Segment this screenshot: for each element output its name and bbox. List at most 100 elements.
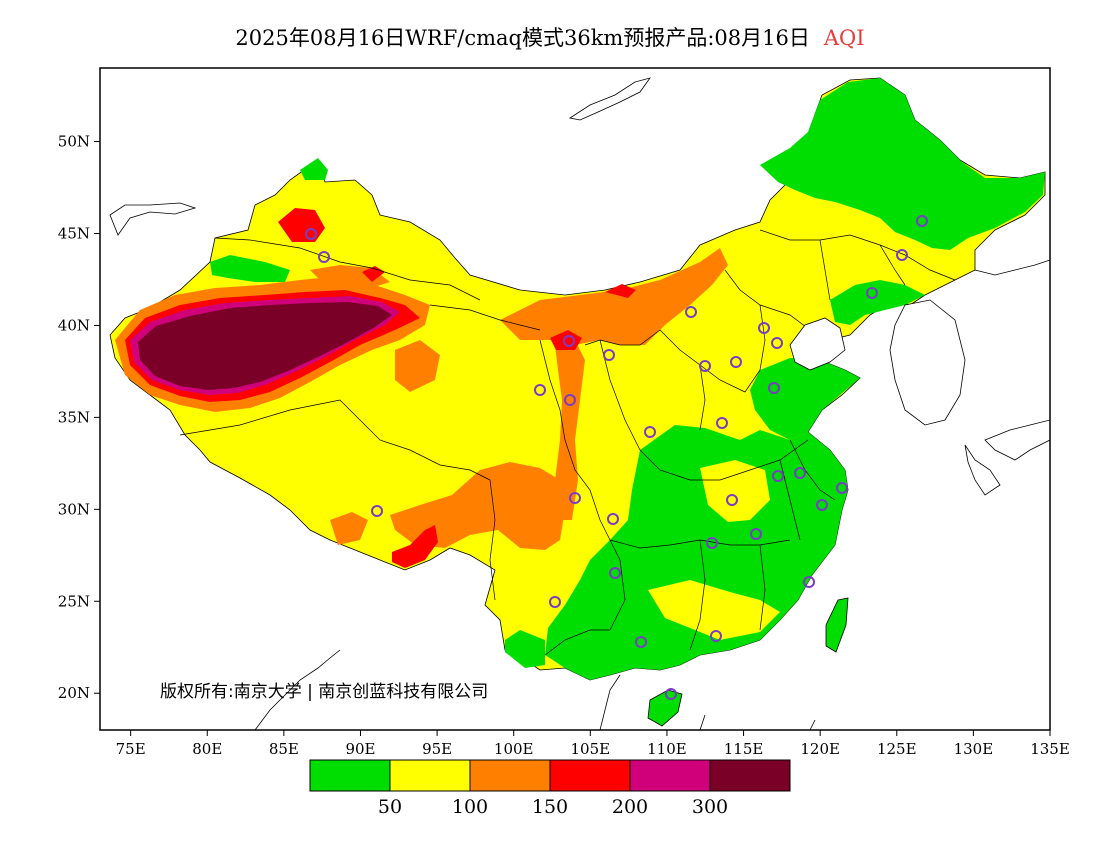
maroon-tarim [138, 302, 392, 390]
station-marker [896, 249, 908, 261]
station-marker [750, 528, 762, 540]
station-marker [371, 505, 383, 517]
legend-swatch [549, 759, 631, 792]
legend-swatch [389, 759, 471, 792]
green-liaoning [830, 280, 925, 325]
orange-inner-mongolia [500, 248, 728, 345]
lake-baikal [568, 77, 651, 121]
title-variable: AQI [823, 26, 865, 50]
red-tibet-south [392, 525, 438, 568]
station-marker [609, 567, 621, 579]
station-marker [534, 384, 546, 396]
station-marker [665, 688, 677, 700]
station-marker [866, 287, 878, 299]
green-northeast [760, 78, 1045, 250]
lon-tick-label: 90E [345, 740, 375, 758]
latitude-axis: 20N 25N 30N 35N 40N 45N 50N [58, 133, 100, 702]
green-yunnan [505, 630, 545, 668]
station-marker [569, 492, 581, 504]
station-marker [803, 576, 815, 588]
station-marker [644, 426, 656, 438]
lon-tick-label: 130E [954, 740, 994, 758]
lat-tick-label: 25N [58, 592, 90, 610]
province-borders [179, 229, 956, 656]
station-marker [706, 537, 718, 549]
station-marker [758, 322, 770, 334]
station-marker [549, 596, 561, 608]
station-markers [305, 215, 928, 700]
orange-tibet-central [395, 340, 440, 392]
japan-kyushu [964, 444, 1001, 496]
orange-tibet-south [330, 512, 368, 545]
station-marker [916, 215, 928, 227]
legend-label: 200 [612, 796, 648, 818]
lat-tick-label: 20N [58, 684, 90, 702]
title-main: 2025年08月16日WRF/cmaq模式36km预报产品:08月16日 [235, 26, 810, 50]
lon-tick-label: 80E [192, 740, 222, 758]
station-marker [771, 337, 783, 349]
lat-tick-label: 45N [58, 225, 90, 243]
legend-swatch [629, 759, 711, 792]
station-marker [318, 251, 330, 263]
legend-label: 300 [692, 796, 728, 818]
station-marker [710, 630, 722, 642]
lon-tick-label: 95E [422, 740, 452, 758]
lon-tick-label: 120E [800, 740, 840, 758]
station-marker [699, 360, 711, 372]
station-marker [716, 417, 728, 429]
lon-tick-label: 100E [494, 740, 534, 758]
lon-tick-label: 125E [877, 740, 917, 758]
legend-label: 150 [532, 796, 568, 818]
lon-tick-label: 135E [1030, 740, 1070, 758]
station-marker [635, 636, 647, 648]
red-ningxia [550, 330, 582, 350]
taiwan-island [825, 597, 849, 653]
legend-swatch [309, 759, 391, 792]
longitude-axis: 75E 80E 85E 90E 95E 100E 105E 110E 115E 120E 125E 1… [116, 730, 1070, 758]
lon-tick-label: 75E [116, 740, 146, 758]
indochina-coast [599, 674, 816, 730]
red-xinjiang-north [278, 208, 325, 242]
map-frame [99, 67, 1051, 731]
bay-of-bengal-coast [254, 649, 341, 730]
station-marker [726, 494, 738, 506]
station-marker [794, 467, 806, 479]
legend-swatch [709, 759, 791, 792]
legend-label: 50 [378, 796, 402, 818]
station-marker [563, 335, 575, 347]
legend-swatch [469, 759, 551, 792]
station-marker [730, 356, 742, 368]
map-title: 2025年08月16日WRF/cmaq模式36km预报产品:08月16日 AQI [0, 22, 1100, 52]
aqi-legend: 50 100 150 200 300 [309, 759, 791, 818]
bohai-sea [789, 317, 846, 371]
copyright-text: 版权所有:南京大学 | 南京创蓝科技有限公司 [160, 682, 488, 702]
green-xinjiang-north [210, 255, 290, 282]
station-marker [607, 513, 619, 525]
green-shandong [750, 358, 860, 440]
station-marker [816, 499, 828, 511]
japan-honshu [984, 419, 1050, 461]
lat-tick-label: 40N [58, 316, 90, 334]
lon-tick-label: 85E [269, 740, 299, 758]
yellow-patch-hunan [700, 460, 770, 522]
lon-tick-label: 115E [724, 740, 764, 758]
station-marker [772, 470, 784, 482]
station-marker [768, 382, 780, 394]
orange-ridge-ningxia [555, 340, 585, 520]
legend-label: 100 [452, 796, 488, 818]
station-marker [564, 394, 576, 406]
station-marker [836, 482, 848, 494]
russia-coast [974, 259, 1050, 276]
caspian-coast [109, 202, 197, 236]
lon-tick-label: 110E [647, 740, 687, 758]
lat-tick-label: 35N [58, 408, 90, 426]
red-inner-mongolia [605, 284, 636, 298]
station-marker [685, 306, 697, 318]
green-xinjiang-tip [300, 158, 328, 180]
station-marker [305, 228, 317, 240]
korean-peninsula [889, 299, 966, 426]
lon-tick-label: 105E [571, 740, 611, 758]
lat-tick-label: 30N [58, 500, 90, 518]
yellow-patch-guangdong [648, 580, 780, 640]
